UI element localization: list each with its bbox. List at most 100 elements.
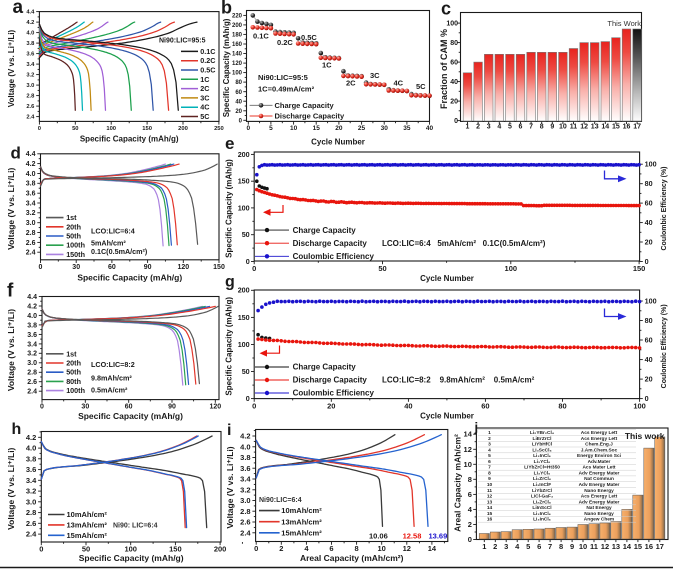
- svg-text:0.1C(0.5mA/cm²): 0.1C(0.5mA/cm²): [91, 247, 148, 256]
- svg-text:17: 17: [633, 123, 641, 130]
- svg-text:10: 10: [487, 482, 493, 488]
- svg-text:0: 0: [246, 257, 250, 266]
- svg-text:120: 120: [209, 404, 221, 411]
- svg-text:1C: 1C: [322, 60, 332, 69]
- svg-text:10: 10: [579, 542, 587, 551]
- svg-text:Charge Capacity: Charge Capacity: [293, 226, 357, 235]
- svg-text:60: 60: [108, 264, 116, 271]
- svg-text:200: 200: [238, 150, 250, 159]
- svg-text:Ni90:LIC=6:4: Ni90:LIC=6:4: [259, 497, 302, 504]
- svg-text:1: 1: [466, 123, 470, 130]
- svg-text:Acs Energy Lett: Acs Energy Lett: [581, 494, 618, 500]
- svg-text:15mAh/cm²: 15mAh/cm²: [67, 531, 108, 540]
- svg-text:Energy Environ Sci: Energy Environ Sci: [577, 453, 621, 459]
- svg-text:Acs Energy Lett: Acs Energy Lett: [581, 430, 618, 436]
- svg-text:7: 7: [488, 465, 491, 471]
- svg-text:Charge Capacity: Charge Capacity: [275, 101, 335, 110]
- svg-text:0: 0: [252, 402, 256, 411]
- svg-text:3C: 3C: [200, 93, 209, 102]
- svg-text:Areal Capacity (mAh/cm²): Areal Capacity (mAh/cm²): [300, 553, 404, 563]
- svg-text:9: 9: [488, 476, 491, 482]
- svg-text:0: 0: [645, 257, 649, 266]
- svg-text:30: 30: [72, 264, 80, 271]
- svg-text:20: 20: [450, 98, 458, 105]
- svg-text:LiErZrCl: LiErZrCl: [533, 436, 552, 442]
- svg-text:Specific Capacity (mAh/g): Specific Capacity (mAh/g): [225, 297, 234, 396]
- svg-text:Adv Energy Mater: Adv Energy Mater: [579, 482, 620, 488]
- svg-text:4.4: 4.4: [26, 151, 36, 158]
- svg-text:12: 12: [464, 445, 472, 454]
- svg-text:12: 12: [601, 542, 609, 551]
- svg-text:0.5mA/cm²: 0.5mA/cm²: [91, 386, 128, 395]
- svg-text:3.0: 3.0: [26, 83, 34, 89]
- svg-text:20: 20: [335, 125, 343, 132]
- svg-text:Adv Energy Mater: Adv Energy Mater: [579, 470, 620, 476]
- svg-text:0: 0: [252, 264, 256, 273]
- svg-text:5: 5: [488, 453, 491, 459]
- svg-text:2: 2: [476, 123, 480, 130]
- svg-text:Li₃ScCl₆: Li₃ScCl₆: [532, 447, 551, 453]
- svg-text:3.6: 3.6: [27, 332, 37, 339]
- svg-text:4C: 4C: [394, 79, 404, 88]
- svg-text:80: 80: [645, 179, 653, 188]
- svg-text:1C: 1C: [200, 75, 209, 84]
- svg-text:2.4: 2.4: [27, 389, 37, 396]
- svg-text:20: 20: [645, 374, 653, 383]
- svg-text:0.2C: 0.2C: [200, 56, 215, 65]
- svg-text:3.8: 3.8: [26, 181, 36, 188]
- svg-text:1st: 1st: [66, 213, 77, 222]
- svg-text:Voltage (V vs. Li⁺/Li): Voltage (V vs. Li⁺/Li): [225, 446, 235, 528]
- svg-text:140: 140: [232, 52, 243, 58]
- svg-text:50: 50: [82, 545, 90, 554]
- svg-text:20: 20: [327, 402, 335, 411]
- svg-text:3.4: 3.4: [26, 200, 36, 207]
- svg-text:80: 80: [235, 80, 242, 86]
- svg-text:3.2: 3.2: [27, 351, 37, 358]
- svg-text:50: 50: [378, 264, 386, 273]
- svg-text:14: 14: [487, 505, 493, 511]
- svg-text:12: 12: [403, 544, 411, 553]
- svg-text:13mAh/cm²: 13mAh/cm²: [281, 517, 322, 526]
- svg-text:2.4: 2.4: [240, 528, 251, 537]
- svg-text:0.5C: 0.5C: [200, 66, 215, 75]
- svg-text:Cycle Number: Cycle Number: [311, 138, 365, 147]
- svg-text:4.0: 4.0: [26, 444, 36, 453]
- svg-text:20: 20: [235, 109, 242, 115]
- svg-text:b: b: [221, 0, 232, 17]
- svg-text:2.4: 2.4: [26, 250, 36, 257]
- svg-text:5: 5: [508, 123, 512, 130]
- svg-text:40: 40: [404, 402, 412, 411]
- svg-text:20: 20: [645, 237, 653, 246]
- svg-text:Ni90:LIC=95:5: Ni90:LIC=95:5: [159, 37, 206, 44]
- svg-text:10: 10: [464, 460, 472, 469]
- svg-text:100: 100: [446, 20, 458, 27]
- svg-text:60: 60: [450, 59, 458, 66]
- svg-text:10: 10: [290, 125, 298, 132]
- svg-text:11: 11: [590, 542, 598, 551]
- svg-text:16: 16: [623, 123, 631, 130]
- svg-text:2: 2: [488, 436, 491, 442]
- svg-text:200: 200: [238, 286, 250, 295]
- svg-text:2.8: 2.8: [26, 230, 36, 237]
- svg-text:100th: 100th: [66, 241, 85, 250]
- svg-text:7: 7: [529, 123, 533, 130]
- svg-text:40: 40: [235, 99, 242, 105]
- svg-text:60: 60: [645, 335, 653, 344]
- svg-text:6: 6: [468, 490, 472, 499]
- svg-text:J.Am.Chem.Soc: J.Am.Chem.Soc: [581, 447, 618, 453]
- svg-text:2.6: 2.6: [26, 519, 36, 528]
- svg-text:14: 14: [428, 544, 437, 553]
- svg-text:50th: 50th: [66, 232, 81, 241]
- svg-text:5C: 5C: [416, 82, 426, 91]
- svg-text:14: 14: [464, 430, 473, 439]
- svg-text:2.6: 2.6: [27, 379, 37, 386]
- svg-text:4.0: 4.0: [26, 31, 34, 37]
- svg-text:40: 40: [645, 218, 653, 227]
- svg-text:16: 16: [487, 517, 493, 523]
- svg-text:Li₂ZrCl₆: Li₂ZrCl₆: [533, 476, 551, 482]
- svg-text:Coulombic Efficiency (%): Coulombic Efficiency (%): [661, 304, 668, 388]
- svg-text:100: 100: [106, 126, 116, 132]
- svg-text:Li₂ZrCl₆: Li₂ZrCl₆: [533, 499, 551, 505]
- svg-text:Li₃InCl₆: Li₃InCl₆: [533, 517, 551, 523]
- svg-text:LCO:LIC=6:4 5mAh/cm² 0.1C(: LCO:LIC=6:4 5mAh/cm² 0.1C(0.5mA/cm²): [382, 239, 546, 248]
